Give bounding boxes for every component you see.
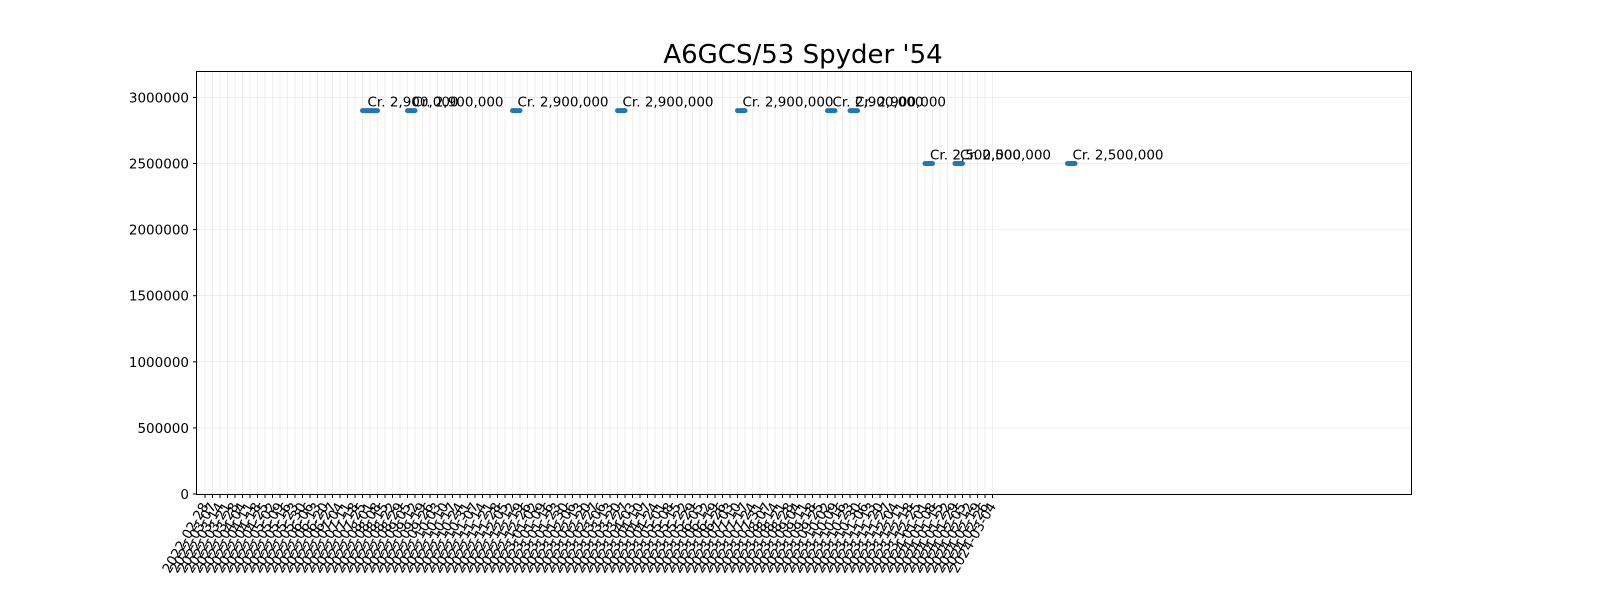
plot-frame (196, 71, 1412, 495)
y-tick-label: 1500000 (129, 289, 189, 305)
data-label: Cr. 2,500,000 (1073, 148, 1164, 164)
data-label: Cr. 2,500,000 (930, 148, 1021, 164)
y-tick-label: 0 (180, 487, 189, 503)
data-label: Cr. 2,900,000 (833, 95, 924, 111)
y-tick-label: 3000000 (129, 90, 189, 106)
data-label: Cr. 2,900,000 (413, 95, 504, 111)
y-axis: 0 500000 1000000 1500000 2000000 2500000 30000… (129, 90, 197, 503)
y-tick-label: 2000000 (129, 223, 189, 239)
data-label: Cr. 2,900,000 (623, 95, 714, 111)
y-tick-label: 1000000 (129, 355, 189, 371)
data-label: Cr. 2,900,000 (518, 95, 609, 111)
data-label: Cr. 2,900,000 (368, 95, 459, 111)
chart-title: A6GCS/53 Spyder '54 (663, 40, 942, 70)
x-axis: 2022-02-282022-03-072022-03-142022-03-21… (159, 494, 1000, 576)
y-tick-label: 500000 (137, 421, 189, 437)
data-marks (360, 108, 1078, 167)
grid (197, 71, 1411, 495)
data-label: Cr. 2,500,000 (960, 148, 1051, 164)
y-tick-label: 2500000 (129, 157, 189, 173)
data-label: Cr. 2,900,000 (743, 95, 834, 111)
data-label: Cr. 2,900,000 (855, 95, 946, 111)
